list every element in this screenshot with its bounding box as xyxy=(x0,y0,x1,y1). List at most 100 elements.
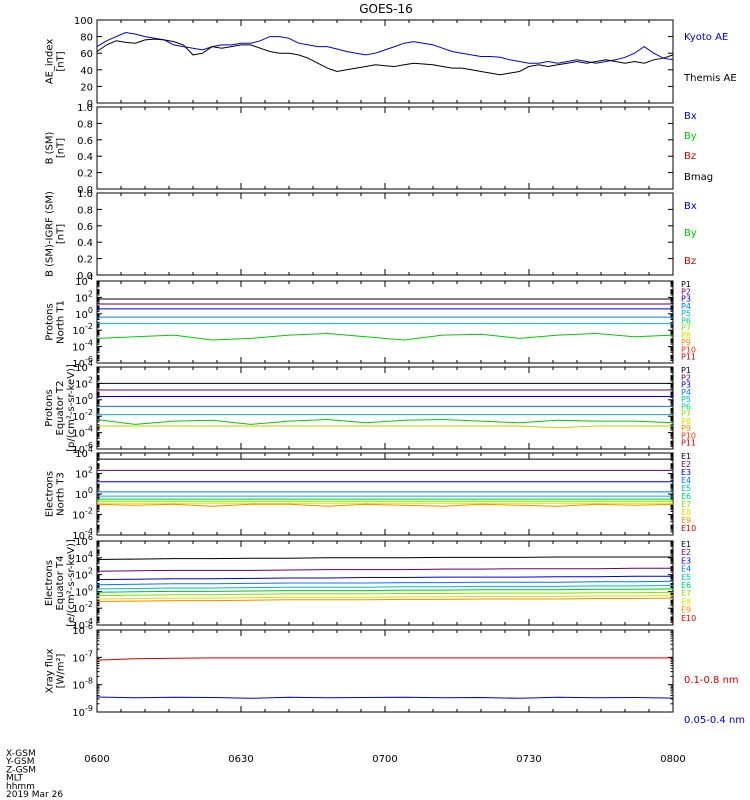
ylabel-line: [p/(cm²-s-sr-keV)] xyxy=(66,364,77,452)
legend-entry: Kyoto AE xyxy=(684,32,728,43)
legend-entry: P11 xyxy=(681,353,696,362)
footer-label: 2019 Mar 26 xyxy=(6,790,63,800)
legend-entry: P10 xyxy=(681,345,696,354)
ytick-label: 0.0 xyxy=(77,271,93,282)
ytick-label: 1.0 xyxy=(77,189,93,200)
panel-frame xyxy=(96,192,674,276)
ytick-label: 10-9 xyxy=(72,704,93,719)
ylabel-line: [nT] xyxy=(56,51,67,71)
ytick-label: 102 xyxy=(75,466,93,481)
legend-entry: P4 xyxy=(681,302,691,311)
legend-entry: By xyxy=(684,228,697,239)
ytick-label: 10-2 xyxy=(72,322,93,337)
ytick-label: 10-2 xyxy=(72,408,93,423)
ylabel-line: [nT] xyxy=(56,138,67,158)
ytick-label: 0.6 xyxy=(77,136,93,147)
xtick-label: 0800 xyxy=(660,754,685,765)
ytick-label: 80 xyxy=(80,33,93,44)
series-line-0-1-0-8-nm xyxy=(96,657,673,661)
legend-entry: E10 xyxy=(681,614,696,623)
panel-xray: 10-9 10-8 10-7 10-6 Xray flux [W/m²] 0.1-0.8 n… xyxy=(45,622,746,726)
ytick-label: 0.4 xyxy=(77,152,93,163)
legend-entry: P5 xyxy=(681,395,691,404)
xtick-label: 0630 xyxy=(228,754,253,765)
ytick-label: 0.4 xyxy=(77,238,93,249)
panel-frame xyxy=(96,280,674,364)
legend-entry: P6 xyxy=(681,316,691,325)
ytick-label: 0.6 xyxy=(77,222,93,233)
legend-entry: E3 xyxy=(681,556,691,565)
legend-entry: P10 xyxy=(681,431,696,440)
legend-entry: E4 xyxy=(681,476,691,485)
footer-label: X-GSM xyxy=(6,749,36,759)
figure-title: GOES-16 xyxy=(359,2,413,16)
legend-entry: E2 xyxy=(681,460,691,469)
ylabel-line: Protons xyxy=(44,389,55,426)
series-line-e3 xyxy=(96,575,673,581)
footer-label: Z-GSM xyxy=(6,765,36,775)
ylabel-line: Electrons xyxy=(44,560,55,606)
ytick-label: 100 xyxy=(75,306,93,321)
ytick-label: 104 xyxy=(75,359,93,374)
legend-entry: E4 xyxy=(681,565,691,574)
legend-entry: P7 xyxy=(681,324,691,333)
legend-entry: E9 xyxy=(681,606,691,615)
ylabel-line: North T1 xyxy=(56,300,67,344)
ylabel-line: B (SM) xyxy=(45,131,56,164)
ytick-label: 100 xyxy=(74,16,93,27)
legend-entry: P3 xyxy=(681,381,691,390)
ytick-label: 0.2 xyxy=(77,255,93,266)
panel-b_sm: 0.0 0.2 0.4 0.6 0.8 1.0 B (SM) [nT] Bx By Bz Bmag xyxy=(45,103,714,196)
ylabel-line: [W/m²] xyxy=(56,653,67,688)
legend-entry: P4 xyxy=(681,388,691,397)
ytick-label: 102 xyxy=(75,567,93,582)
ylabel-line: North T3 xyxy=(56,472,67,516)
legend-entry: P9 xyxy=(681,338,691,347)
ytick-label: 102 xyxy=(75,289,93,304)
legend-entry: E6 xyxy=(681,492,691,501)
ytick-label: 10-4 xyxy=(72,617,93,632)
panel-frame xyxy=(96,366,674,450)
ytick-label: 10-6 xyxy=(72,441,93,456)
legend-entry: P8 xyxy=(681,331,691,340)
series-line-p8 xyxy=(97,425,673,429)
legend-entry: Bmag xyxy=(684,172,713,183)
ylabel-line: Electrons xyxy=(45,471,56,517)
series-line-e8 xyxy=(96,595,674,600)
legend-entry: P1 xyxy=(681,280,691,289)
legend-entry: Bx xyxy=(684,201,697,212)
legend-entry: E5 xyxy=(681,484,691,493)
ytick-label: 10-4 xyxy=(72,527,93,542)
ytick-label: 0.8 xyxy=(77,119,93,130)
series-line-p6 xyxy=(96,332,674,341)
footer-label: Y-GSM xyxy=(5,757,34,767)
legend-entry: E6 xyxy=(681,581,691,590)
legend-entry: E1 xyxy=(681,452,691,461)
panel-frame xyxy=(96,629,674,713)
legend-entry: P1 xyxy=(681,366,691,375)
ytick-label: 104 xyxy=(75,550,93,565)
panel-ae: 0 20 40 60 80 100 AE_index [nT] Kyoto AE Themis A… xyxy=(45,16,737,110)
legend-entry: 0.05-0.4 nm xyxy=(684,715,745,726)
ylabel-line: [e/(cm²-s-sr-keV)] xyxy=(66,539,77,627)
ytick-label: 10-4 xyxy=(72,425,93,440)
legend-entry: 0.1-0.8 nm xyxy=(684,675,739,686)
footer-label: MLT xyxy=(6,774,24,784)
legend-entry: P3 xyxy=(681,295,691,304)
legend-entry: Themis AE xyxy=(683,73,737,84)
ytick-label: 102 xyxy=(75,375,93,390)
series-line-0-05-0-4-nm xyxy=(96,696,674,699)
legend-entry: E2 xyxy=(681,548,691,557)
ytick-label: 20 xyxy=(80,82,93,93)
xtick-label: 0600 xyxy=(84,754,109,765)
legend-entry: E7 xyxy=(681,500,691,509)
footer-label: hhmm xyxy=(6,782,35,792)
legend-entry: P11 xyxy=(681,439,696,448)
legend-entry: P2 xyxy=(681,287,691,296)
ytick-label: 10-7 xyxy=(72,649,93,664)
